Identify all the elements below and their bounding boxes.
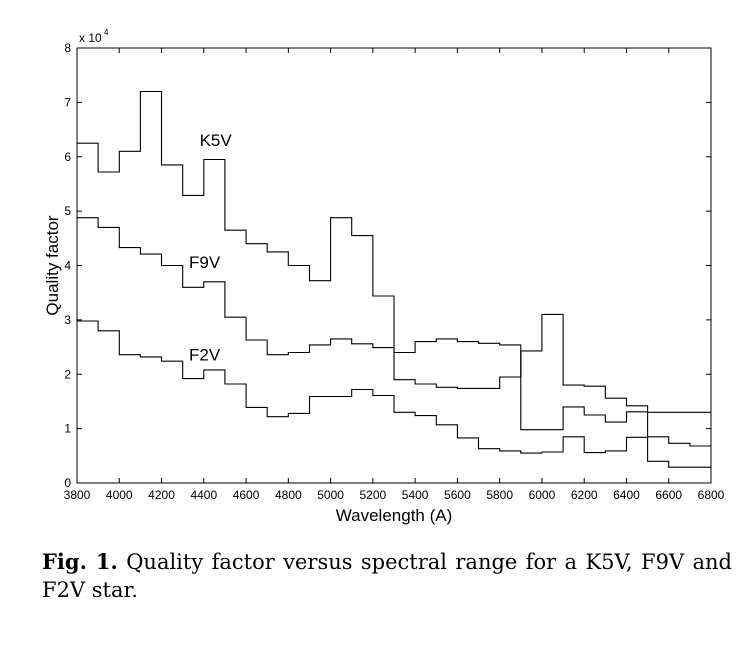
figure-caption: Fig. 1. Quality factor versus spectral r…	[42, 548, 732, 604]
x-tick-label: 4800	[275, 488, 302, 502]
series-label-f9v: F9V	[189, 253, 221, 272]
y-tick-label: 4	[64, 259, 71, 273]
y-tick-label: 2	[64, 367, 71, 381]
figure-label: Fig. 1.	[42, 549, 118, 574]
plot-lines	[77, 90, 711, 468]
y-tick-label: 7	[64, 95, 71, 109]
x-tick-label: 4200	[148, 488, 175, 502]
series-label-f2v: F2V	[189, 346, 221, 365]
x-tick-label: 4600	[233, 488, 260, 502]
x-tick-label: 6600	[655, 488, 682, 502]
x-tick-label: 5400	[402, 488, 429, 502]
y-tick-label: 1	[64, 422, 71, 436]
y-axis: 0 1 2 3 4 5 6 7 8	[64, 41, 711, 490]
y-tick-label: 5	[64, 204, 71, 218]
series-line-f9v	[77, 217, 711, 447]
y-tick-label: 6	[64, 150, 71, 164]
y-multiplier-exponent: 4	[104, 28, 109, 37]
quality-factor-chart: 3800 4000 4200 4400 4600 4800 5000 5200 5400 5600…	[43, 28, 725, 525]
y-axis-label: Quality factor	[43, 215, 62, 315]
y-multiplier-label: x 10	[79, 31, 102, 45]
x-tick-label: 6400	[613, 488, 640, 502]
x-axis: 3800 4000 4200 4400 4600 4800 5000 5200 5400 5600…	[64, 48, 725, 502]
x-tick-label: 5600	[444, 488, 471, 502]
x-tick-label: 6200	[571, 488, 598, 502]
x-tick-label: 3800	[64, 488, 91, 502]
y-tick-label: 8	[64, 41, 71, 55]
series-label-k5v: K5V	[200, 131, 233, 150]
x-tick-label: 6800	[698, 488, 725, 502]
y-tick-label: 0	[64, 476, 71, 490]
x-tick-label: 6000	[529, 488, 556, 502]
figure-caption-text: Quality factor versus spectral range for…	[42, 550, 732, 602]
x-tick-label: 5800	[486, 488, 513, 502]
x-tick-label: 5200	[360, 488, 387, 502]
y-tick-label: 3	[64, 313, 71, 327]
x-tick-label: 4000	[106, 488, 133, 502]
series-labels: K5V F9V F2V	[189, 131, 232, 365]
series-line-f2v	[77, 320, 711, 468]
x-tick-label: 4400	[190, 488, 217, 502]
series-line-k5v	[77, 90, 711, 413]
x-axis-label: Wavelength (A)	[336, 506, 453, 525]
x-tick-label: 5000	[317, 488, 344, 502]
